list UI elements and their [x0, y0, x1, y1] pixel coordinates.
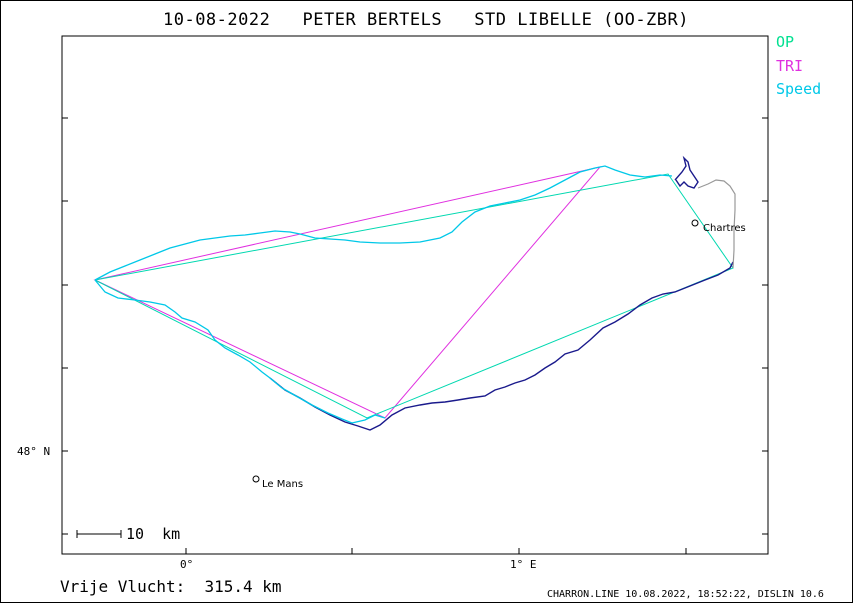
- y-tick-label-48n: 48° N: [17, 445, 50, 458]
- op-route: [94, 173, 734, 419]
- plot-frame: [61, 35, 769, 555]
- legend-entry-speed: Speed: [776, 80, 821, 98]
- flight-track-dark: [269, 261, 734, 431]
- x-tick-label-0: 0°: [180, 558, 193, 571]
- city-chartres: Chartres: [691, 219, 746, 234]
- flight-track-dark-turnpoint: [674, 155, 699, 189]
- chart-title: 10-08-2022 PETER BERTELS STD LIBELLE (OO…: [163, 10, 689, 30]
- flight-track-speed: [94, 165, 673, 424]
- city-label-chartres: Chartres: [703, 223, 746, 234]
- legend-entry-op: OP: [776, 33, 794, 51]
- city-marker-icon: [691, 219, 699, 227]
- tri-triangle: [93, 166, 602, 419]
- y-axis-ticks: [62, 117, 768, 535]
- credit-line: CHARRON.LINE 10.08.2022, 18:52:22, DISLI…: [547, 589, 824, 600]
- legend-entry-tri: TRI: [776, 57, 803, 75]
- scale-bar-label: 10 km: [126, 525, 180, 543]
- city-le-mans: Le Mans: [252, 475, 303, 490]
- x-tick-label-1e: 1° E: [510, 558, 537, 571]
- legend: OP TRI Speed: [776, 33, 821, 98]
- x-axis-ticks: [185, 548, 687, 554]
- city-label-le-mans: Le Mans: [262, 479, 303, 490]
- city-marker-icon: [252, 475, 260, 483]
- free-flight-distance: Vrije Vlucht: 315.4 km: [60, 577, 282, 596]
- flight-track-grey: [697, 179, 736, 269]
- scale-bar: 10 km: [76, 525, 180, 543]
